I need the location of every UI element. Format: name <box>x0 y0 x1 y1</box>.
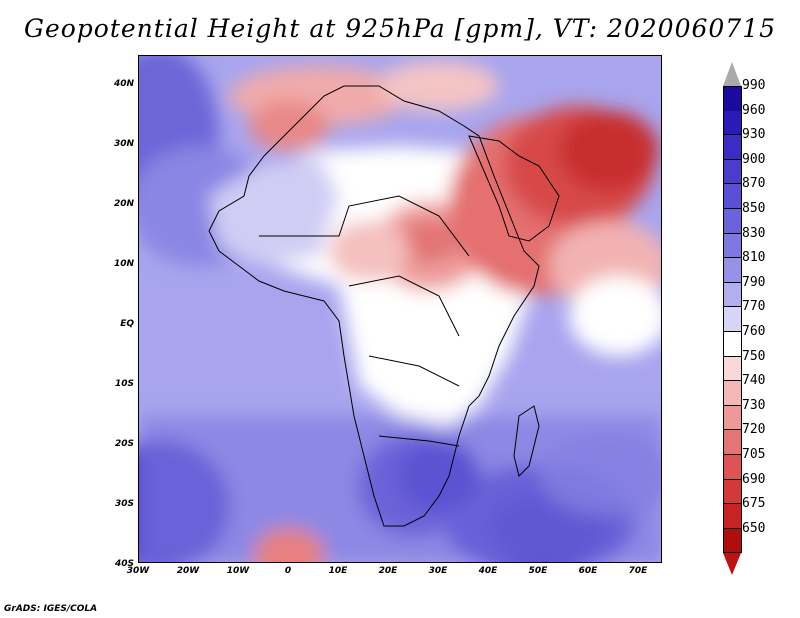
colorbar-label: 730 <box>742 397 766 413</box>
colorbar-under-arrow <box>723 553 741 576</box>
map-panel <box>138 55 662 563</box>
lat-label: EQ <box>120 319 134 329</box>
colorbar-swatch <box>723 233 742 259</box>
colorbar-swatch <box>723 184 742 209</box>
lon-label: 10W <box>226 566 250 576</box>
lon-label: 0 <box>284 566 292 576</box>
colorbar-label: 830 <box>742 225 766 241</box>
colorbar-swatch <box>723 430 742 455</box>
lat-label: 20S <box>114 439 134 449</box>
colorbar-swatch <box>723 282 742 308</box>
lat-label: 20N <box>113 199 134 209</box>
colorbar-label: 810 <box>742 250 766 266</box>
lat-label: 30N <box>113 139 134 149</box>
lon-label: 20E <box>378 566 398 576</box>
colorbar-label: 850 <box>742 201 766 216</box>
colorbar-label: 740 <box>742 373 766 389</box>
colorbar-label: 870 <box>742 176 766 192</box>
colorbar-label: 990 <box>742 78 766 93</box>
colorbar-swatch <box>723 209 742 234</box>
colorbar-swatch <box>723 332 742 357</box>
lat-label: 40N <box>113 79 134 89</box>
lon-label: 40E <box>478 566 498 576</box>
colorbar-swatch <box>723 110 742 136</box>
colorbar-label: 705 <box>742 447 766 462</box>
lon-label: 50E <box>528 566 548 576</box>
lon-label: 20W <box>176 566 200 576</box>
colorbar-label: 770 <box>742 299 766 315</box>
map-title: Geopotential Height at 925hPa [gpm], VT:… <box>23 14 777 43</box>
lat-label: 30S <box>114 499 134 509</box>
lon-label: 10E <box>328 566 348 576</box>
lat-label: 40S <box>114 559 134 569</box>
lat-label: 10N <box>113 259 134 269</box>
lon-label: 30W <box>126 566 150 576</box>
colorbar-label: 900 <box>742 151 766 167</box>
colorbar-label: 790 <box>742 274 766 290</box>
colorbar-label: 720 <box>742 422 766 438</box>
colorbar-swatch <box>723 356 742 382</box>
colorbar-swatch <box>723 528 742 554</box>
colorbar-label: 690 <box>742 471 766 487</box>
map-canvas <box>139 56 661 562</box>
height-shading <box>139 56 661 562</box>
colorbar-swatch <box>723 455 742 480</box>
colorbar-swatch <box>723 159 742 185</box>
colorbar-swatch <box>723 504 742 529</box>
lat-label: 10S <box>114 379 134 389</box>
colorbar-label: 960 <box>742 102 766 118</box>
lon-label: 60E <box>578 566 598 576</box>
colorbar-label: 675 <box>742 496 766 512</box>
colorbar-swatch <box>723 405 742 431</box>
colorbar-swatch <box>723 381 742 406</box>
colorbar-swatch <box>723 258 742 283</box>
colorbar-label: 650 <box>742 520 766 536</box>
colorbar-label: 930 <box>742 127 766 143</box>
colorbar-label: 760 <box>742 324 766 339</box>
colorbar-label: 750 <box>742 348 766 364</box>
colorbar-swatch <box>723 135 742 160</box>
colorbar-swatch <box>723 86 742 112</box>
lon-label: 70E <box>628 566 648 576</box>
colorbar-swatch <box>723 479 742 505</box>
lon-label: 30E <box>428 566 448 576</box>
colorbar-swatch <box>723 307 742 332</box>
colorbar-over-arrow <box>723 62 741 86</box>
credit-label: GrADS: IGES/COLA <box>4 604 98 614</box>
coastlines <box>208 85 560 527</box>
